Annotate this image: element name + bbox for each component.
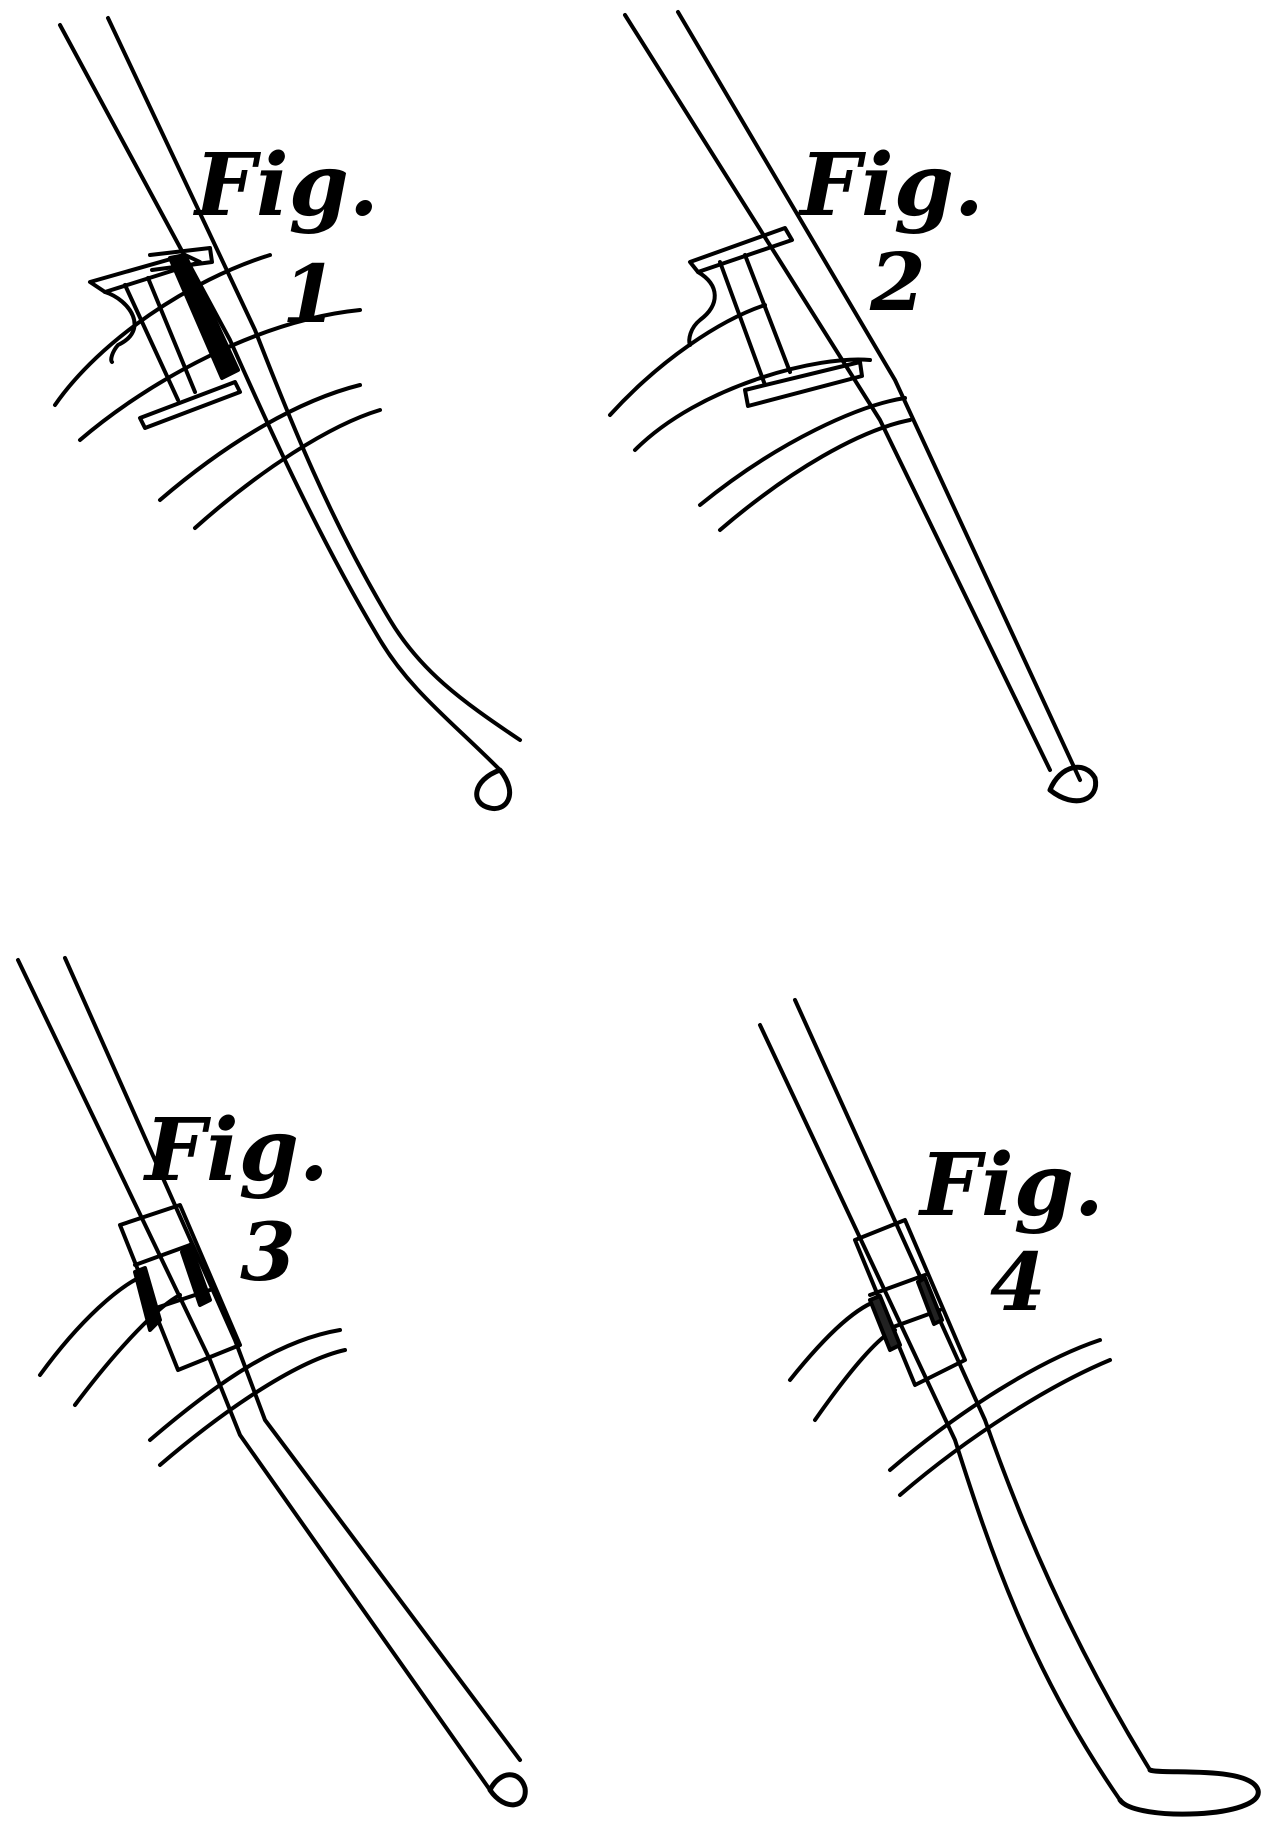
fig2-rod [623,10,1099,804]
fig1-label-word: Fig. [192,135,379,236]
fig3-rod [16,956,528,1808]
figure-4: Fig. 4 [758,998,1261,1817]
fig1-rim-arcs [53,253,382,530]
fig1-clamp-bracket [88,246,242,430]
fig2-rim-arcs [608,303,912,532]
fig4-sleeve-coupling [853,1218,967,1387]
fig3-label-number: 3 [240,1205,296,1299]
fig2-clamp-bracket [687,226,864,408]
figure-2: Fig. 2 [608,10,1099,804]
figure-3: Fig. 3 [16,956,528,1808]
fig1-rod [58,16,522,812]
fig1-label-number: 1 [282,247,338,341]
fig4-label-word: Fig. [917,1135,1104,1236]
fig3-rim-arcs [38,1273,347,1467]
fig2-label-word: Fig. [797,135,984,236]
fig4-rod [758,998,1261,1817]
fig4-label-number: 4 [990,1235,1046,1329]
fig3-sleeve-coupling [118,1203,242,1372]
figure-1: Fig. 1 [53,16,522,812]
fig2-label-number: 2 [869,235,926,329]
fig3-label-word: Fig. [142,1100,329,1201]
